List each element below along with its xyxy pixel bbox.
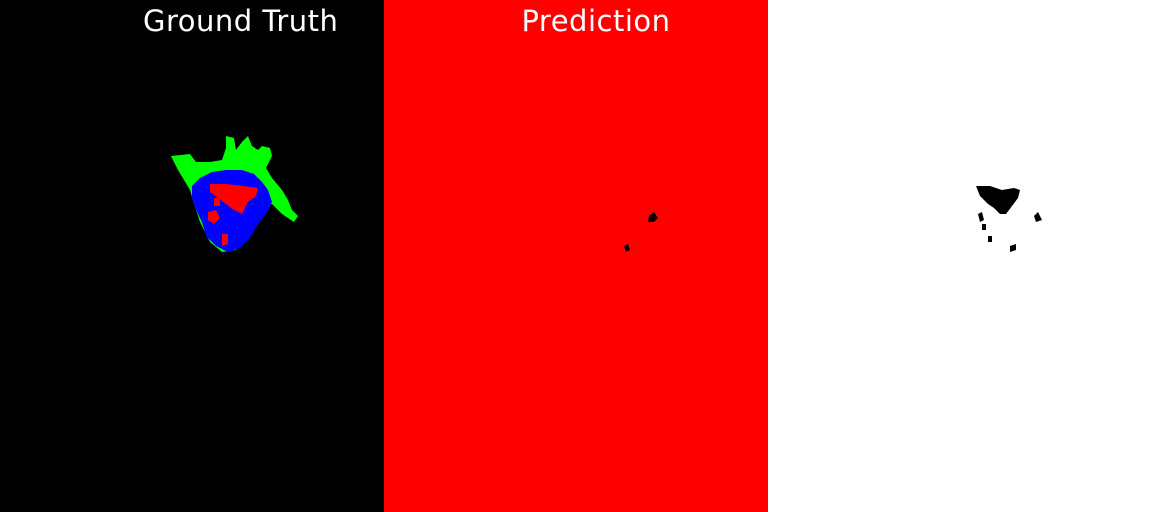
mask-black-spot-2 [982, 224, 986, 230]
ground-truth-title: Ground Truth [143, 4, 339, 38]
mask-black-spot-5 [1010, 244, 1016, 252]
prediction-title: Prediction [521, 4, 671, 38]
ground-truth-mask [171, 136, 298, 252]
mask-black-spot-3 [1034, 212, 1042, 222]
gt-red-region [210, 184, 258, 214]
ground-truth-panel: Ground Truth [0, 0, 384, 512]
third-mask [976, 186, 1042, 252]
pred-black-spot-1 [648, 212, 658, 222]
gt-red-spot-1 [208, 210, 220, 224]
third-panel [768, 0, 1152, 512]
gt-red-spot-2 [222, 234, 228, 246]
gt-blue-region [192, 170, 272, 252]
mask-black-spot-1 [978, 212, 984, 222]
prediction-mask [624, 212, 658, 252]
pred-black-spot-2 [624, 244, 630, 252]
mask-black-region-main [976, 186, 1020, 214]
prediction-panel: Prediction [384, 0, 768, 512]
gt-red-spot-3 [214, 198, 220, 206]
mask-black-spot-4 [988, 236, 992, 242]
